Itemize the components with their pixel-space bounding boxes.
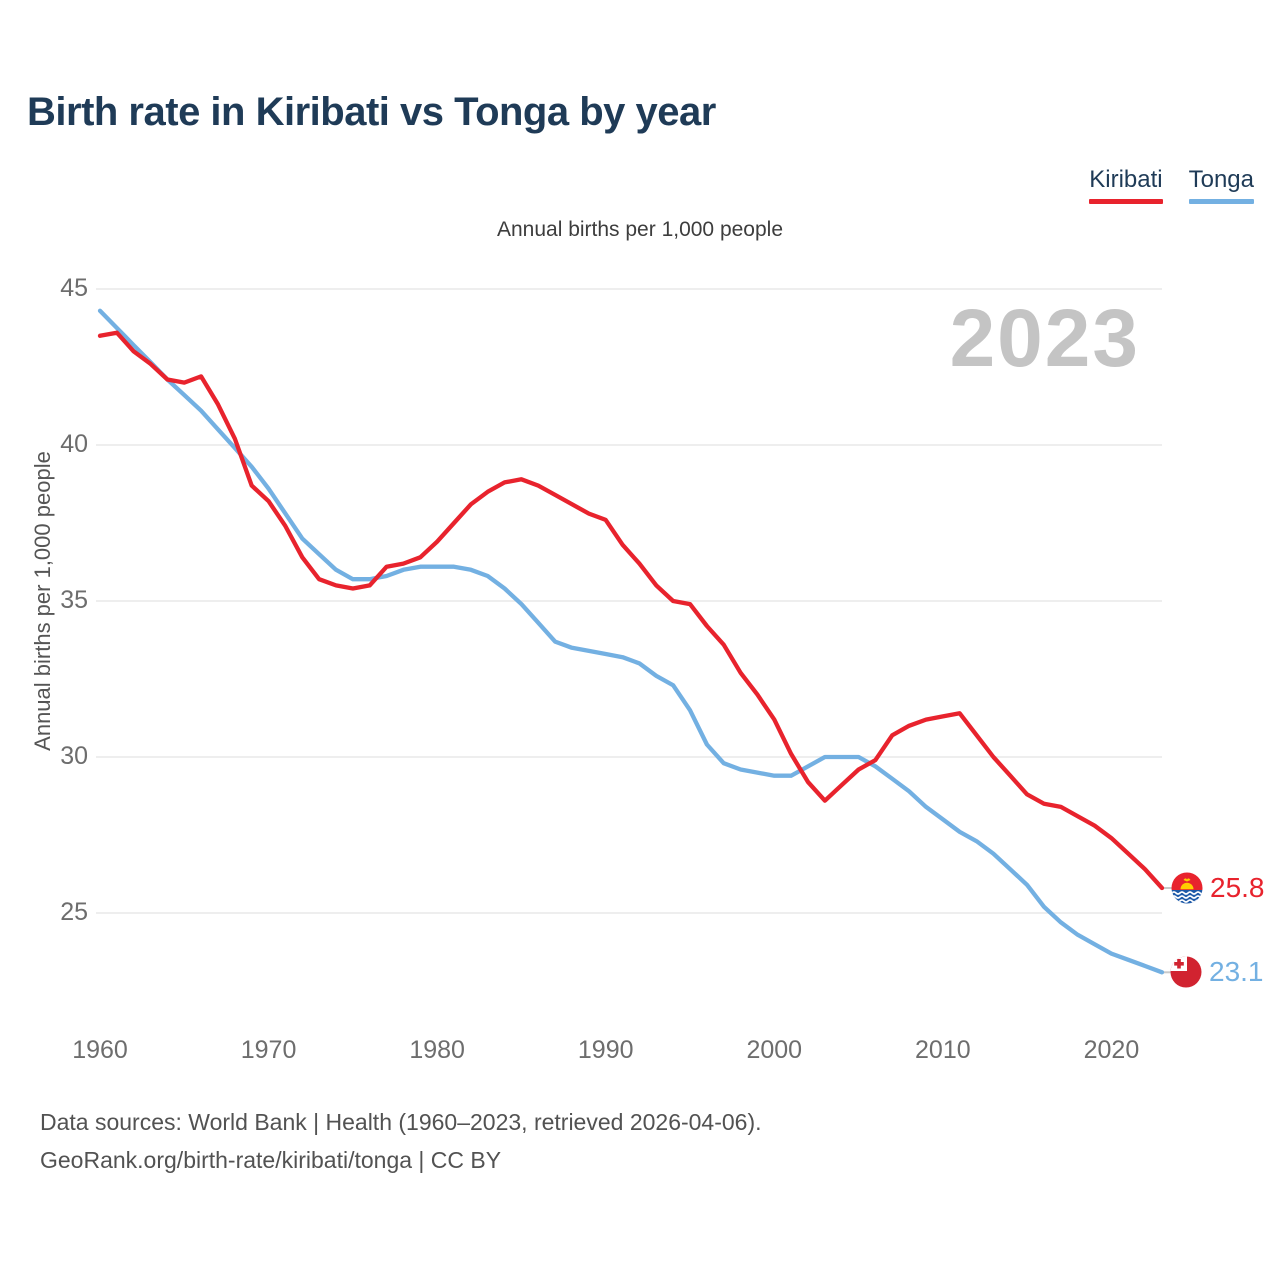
chart-subtitle: Annual births per 1,000 people bbox=[496, 218, 784, 241]
kiribati-flag-icon bbox=[1171, 872, 1203, 904]
tonga-flag-icon bbox=[1170, 956, 1202, 988]
y-tick-label: 35 bbox=[60, 586, 88, 614]
footer: Data sources: World Bank | Health (1960–… bbox=[40, 1104, 762, 1180]
series-line-kiribati bbox=[97, 330, 1165, 891]
end-label-tonga: 23.1 bbox=[1170, 956, 1264, 988]
legend-label-tonga: Tonga bbox=[1188, 166, 1254, 193]
x-tick-label: 1980 bbox=[409, 1036, 465, 1064]
x-tick-label: 1970 bbox=[240, 1036, 297, 1064]
legend-label-kiribati: Kiribati bbox=[1089, 166, 1163, 193]
y-tick-label: 30 bbox=[60, 742, 88, 770]
x-tick-label: 2020 bbox=[1083, 1036, 1140, 1064]
x-tick-label: 1960 bbox=[72, 1036, 128, 1064]
x-tick-label: 2010 bbox=[915, 1036, 971, 1064]
y-tick-label: 45 bbox=[60, 274, 88, 302]
legend-swatch-kiribati bbox=[1089, 199, 1163, 204]
footer-attribution-line: GeoRank.org/birth-rate/kiribati/tonga | … bbox=[40, 1146, 502, 1173]
footer-sources-line: Data sources: World Bank | Health (1960–… bbox=[40, 1109, 762, 1135]
legend-item-tonga[interactable]: Tonga bbox=[1188, 166, 1254, 204]
y-tick-label: 40 bbox=[60, 430, 88, 458]
legend-swatch-tonga bbox=[1188, 199, 1254, 204]
chart-title: Birth rate in Kiribati vs Tonga by year bbox=[27, 90, 716, 134]
series-line-tonga bbox=[97, 308, 1165, 975]
x-tick-label: 1990 bbox=[577, 1036, 634, 1064]
legend-item-kiribati[interactable]: Kiribati bbox=[1089, 166, 1163, 204]
x-tick-label: 2000 bbox=[746, 1036, 803, 1064]
legend: Kiribati Tonga bbox=[1089, 166, 1254, 204]
kiribati-final-value: 25.8 bbox=[1210, 872, 1265, 904]
tonga-final-value: 23.1 bbox=[1209, 956, 1264, 988]
year-watermark: 2023 bbox=[949, 293, 1140, 384]
end-label-kiribati: 25.8 bbox=[1171, 872, 1265, 904]
y-tick-label: 25 bbox=[60, 898, 88, 926]
